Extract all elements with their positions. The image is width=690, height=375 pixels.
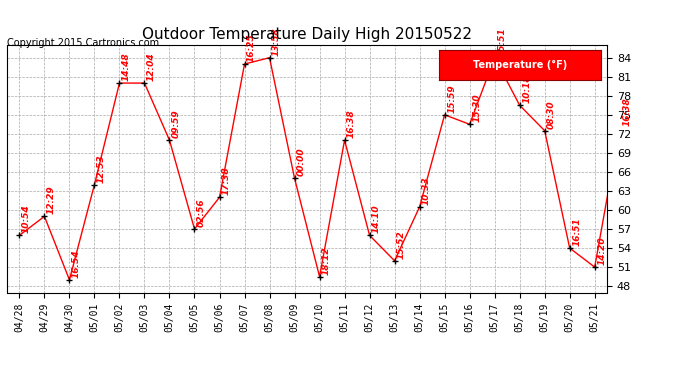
Text: 08:30: 08:30 (547, 100, 556, 129)
Text: 15:51: 15:51 (497, 27, 506, 56)
Text: 10:54: 10:54 (22, 205, 31, 234)
Text: 16:25: 16:25 (247, 33, 256, 62)
Text: Copyright 2015 Cartronics.com: Copyright 2015 Cartronics.com (7, 38, 159, 48)
Text: 13:58: 13:58 (272, 27, 281, 56)
Text: 14:10: 14:10 (372, 205, 381, 234)
Text: 02:56: 02:56 (197, 198, 206, 227)
Title: Outdoor Temperature Daily High 20150522: Outdoor Temperature Daily High 20150522 (142, 27, 472, 42)
Text: 14:48: 14:48 (122, 53, 131, 81)
Text: 16:51: 16:51 (572, 217, 581, 246)
Text: 15:30: 15:30 (472, 94, 481, 122)
Text: 18:12: 18:12 (322, 246, 331, 275)
Text: 15:59: 15:59 (447, 84, 456, 113)
Text: 12:53: 12:53 (97, 154, 106, 183)
Text: 00:00: 00:00 (297, 148, 306, 176)
Text: 09:59: 09:59 (172, 110, 181, 138)
Text: 10:18: 10:18 (522, 75, 531, 104)
Text: 15:52: 15:52 (397, 230, 406, 259)
Text: 14:20: 14:20 (598, 237, 607, 265)
Text: 16:38: 16:38 (347, 110, 356, 138)
Text: 16:54: 16:54 (72, 249, 81, 278)
Text: 16:38: 16:38 (622, 97, 631, 126)
Text: 12:29: 12:29 (47, 186, 56, 214)
Text: 10:33: 10:33 (422, 176, 431, 205)
Text: 12:04: 12:04 (147, 53, 156, 81)
Text: 17:38: 17:38 (222, 167, 231, 195)
